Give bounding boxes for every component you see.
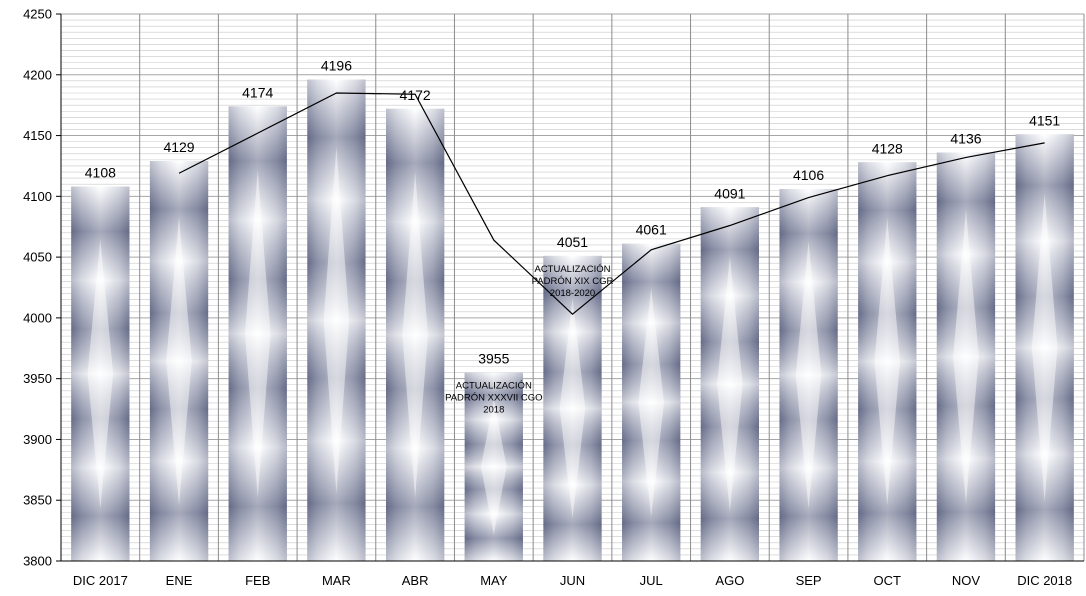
data-label: 4174 [242, 84, 273, 100]
bar-abr [385, 108, 445, 562]
bar-highlight [795, 241, 822, 509]
annotation-line: ACTUALIZACIÓN [534, 264, 610, 275]
data-label: 4051 [557, 234, 588, 250]
y-tick-label: 4150 [23, 128, 52, 143]
bar-shading [700, 207, 760, 562]
x-tick-label: SEP [796, 573, 822, 588]
annotation-line: ACTUALIZACIÓN [456, 381, 532, 392]
x-tick-label: DIC 2018 [1017, 573, 1072, 588]
data-label: 3955 [478, 351, 509, 367]
bar-shading [385, 108, 445, 562]
y-tick-label: 3950 [23, 371, 52, 386]
y-tick-label: 3850 [23, 493, 52, 508]
bar-shading [936, 152, 996, 561]
bar-jun [543, 255, 602, 561]
bar-shading [307, 79, 366, 561]
trend-line [178, 92, 1045, 316]
y-tick-label: 4050 [23, 250, 52, 265]
y-tick-label: 4000 [23, 310, 52, 325]
bar-ago [700, 207, 760, 562]
data-label: 4106 [793, 167, 824, 183]
data-label: 4196 [321, 58, 352, 74]
data-label: 4172 [400, 87, 431, 103]
y-tick-label: 3800 [23, 554, 52, 569]
data-label: 4061 [636, 222, 667, 238]
bar-dic-2017 [71, 186, 130, 561]
data-label: 4151 [1029, 112, 1060, 128]
x-tick-label: FEB [245, 573, 270, 588]
annotation-line: PADRÓN XIX CGR [532, 276, 614, 287]
annotation-line: 2018-2020 [550, 288, 595, 299]
y-tick-label: 4200 [23, 67, 52, 82]
bar-highlight [559, 298, 586, 519]
bar-highlight [1031, 194, 1058, 502]
x-tick-label: MAR [322, 573, 351, 588]
x-tick-label: MAY [480, 573, 508, 588]
annotation-line: PADRÓN XXXVII CGO [445, 393, 542, 404]
bar-shading [1015, 134, 1074, 561]
y-tick-label: 4250 [23, 7, 52, 22]
data-label: 4129 [163, 139, 194, 155]
bar-highlight [874, 218, 901, 506]
bar-highlight [402, 172, 428, 498]
y-tick-label: 4100 [23, 189, 52, 204]
x-tick-label: ABR [402, 573, 429, 588]
bar-may [464, 372, 523, 561]
y-tick-label: 3900 [23, 432, 52, 447]
bar-shading [464, 372, 523, 561]
bar-highlight [480, 398, 507, 535]
bar-shading [779, 189, 838, 562]
data-labels: 4108 4129 4174 4196 4172 3955 4051 4061 4091 4106… [85, 58, 1061, 367]
bar-shading [71, 186, 130, 561]
bars [71, 79, 1074, 562]
bar-highlight [166, 217, 192, 506]
bar-nov [936, 152, 996, 561]
data-label: 4128 [872, 140, 903, 156]
bar-shading [622, 243, 681, 562]
data-label: 4091 [714, 185, 745, 201]
bar-ene [149, 161, 209, 562]
x-tick-label: NOV [952, 573, 981, 588]
bar-shading [228, 106, 287, 561]
bar-highlight [717, 256, 743, 512]
bar-highlight [323, 147, 350, 494]
bar-highlight [244, 170, 271, 498]
bar-jul [622, 243, 681, 562]
bar-shading [858, 162, 917, 561]
x-tick-label: JUN [560, 573, 585, 588]
trend-line-path [178, 92, 1045, 316]
bar-highlight [87, 239, 114, 509]
bar-shading [543, 255, 602, 561]
bar-oct [858, 162, 917, 561]
data-label: 4136 [950, 131, 981, 147]
bar-sep [779, 189, 838, 562]
x-tick-label: JUL [640, 573, 663, 588]
bar-mar [307, 79, 366, 561]
x-tick-label: ENE [166, 573, 193, 588]
data-label: 4108 [85, 165, 116, 181]
bar-shading [149, 161, 209, 562]
bar-highlight [638, 288, 665, 517]
x-tick-label: AGO [715, 573, 744, 588]
bar-highlight [953, 209, 979, 504]
annotation-line: 2018 [483, 405, 504, 416]
axes: 3800 3850 3900 3950 4000 4050 4100 4150 4200 4250… [23, 7, 1084, 588]
bar-feb [228, 106, 287, 561]
x-tick-label: OCT [874, 573, 902, 588]
bar-dic-2018 [1015, 134, 1074, 561]
x-tick-label: DIC 2017 [73, 573, 128, 588]
